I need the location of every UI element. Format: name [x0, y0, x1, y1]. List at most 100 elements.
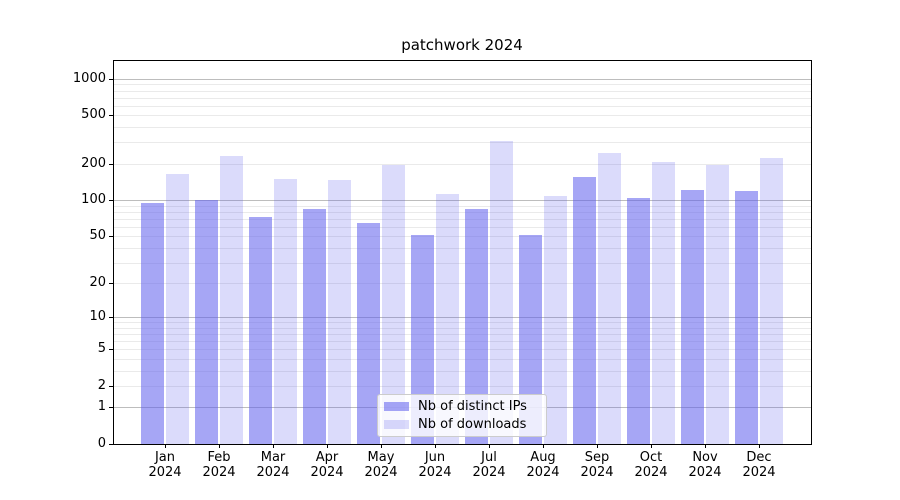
x-axis-tick: [273, 444, 274, 448]
x-tick-month: Mar: [260, 450, 286, 465]
x-axis-tick: [489, 444, 490, 448]
bar-downloads-apr: [328, 180, 351, 444]
x-tick-label: Apr 2024: [299, 450, 355, 480]
gridline-minor: [113, 386, 811, 387]
x-axis-tick: [381, 444, 382, 448]
y-tick-label: 200: [81, 156, 106, 171]
x-tick-year: 2024: [472, 465, 506, 480]
x-axis-tick: [597, 444, 598, 448]
gridline-minor: [113, 328, 811, 329]
legend: Nb of distinct IPs Nb of downloads: [377, 394, 547, 437]
x-tick-year: 2024: [364, 465, 398, 480]
gridline-major: [113, 200, 811, 201]
gridline-minor: [113, 248, 811, 249]
x-tick-month: May: [367, 450, 395, 465]
gridline-minor: [113, 349, 811, 350]
y-axis-tick: [109, 283, 113, 284]
y-tick-label: 5: [97, 341, 106, 356]
gridline-minor: [113, 106, 811, 107]
x-tick-month: Jun: [424, 450, 446, 465]
legend-label-distinct-ips: Nb of distinct IPs: [418, 398, 527, 414]
gridline-minor: [113, 371, 811, 372]
legend-row-downloads: Nb of downloads: [384, 417, 540, 432]
x-tick-month: Oct: [639, 450, 663, 465]
y-tick-label: 1000: [72, 71, 106, 86]
gridline-minor: [113, 142, 811, 143]
bar-downloads-feb: [220, 156, 243, 444]
x-tick-year: 2024: [526, 465, 560, 480]
y-tick-label: 2: [97, 378, 106, 393]
x-tick-month: Feb: [207, 450, 231, 465]
y-tick-label: 1: [97, 399, 106, 414]
x-tick-month: Sep: [584, 450, 610, 465]
bar-downloads-may: [382, 165, 405, 444]
x-tick-year: 2024: [418, 465, 452, 480]
x-axis-tick: [435, 444, 436, 448]
y-tick-label: 20: [89, 275, 106, 290]
y-axis-tick: [109, 349, 113, 350]
bar-downloads-jul: [490, 141, 513, 444]
x-tick-year: 2024: [688, 465, 722, 480]
legend-row-distinct-ips: Nb of distinct IPs: [384, 399, 540, 414]
gridline-minor: [113, 206, 811, 207]
gridline-minor: [113, 341, 811, 342]
x-tick-month: Dec: [746, 450, 772, 465]
gridline-minor: [113, 236, 811, 237]
legend-swatch-downloads: [384, 420, 409, 430]
x-tick-label: Feb 2024: [191, 450, 247, 480]
gridline-minor: [113, 334, 811, 335]
x-tick-label: Nov 2024: [677, 450, 733, 480]
x-tick-label: Sep 2024: [569, 450, 625, 480]
x-tick-year: 2024: [202, 465, 236, 480]
x-tick-year: 2024: [148, 465, 182, 480]
bar-distinct-ips-sep: [573, 177, 596, 444]
chart-title: patchwork 2024: [401, 36, 523, 54]
x-tick-year: 2024: [634, 465, 668, 480]
gridline-minor: [113, 227, 811, 228]
gridline-minor: [113, 359, 811, 360]
y-axis-tick: [109, 164, 113, 165]
x-tick-year: 2024: [256, 465, 290, 480]
x-tick-year: 2024: [742, 465, 776, 480]
bar-distinct-ips-aug: [519, 235, 542, 444]
x-axis-tick: [543, 444, 544, 448]
y-tick-label: 0: [97, 436, 106, 451]
bar-distinct-ips-mar: [249, 217, 272, 444]
bar-downloads-mar: [274, 179, 297, 444]
bar-distinct-ips-jan: [141, 203, 164, 444]
x-tick-month: Aug: [530, 450, 556, 465]
bar-distinct-ips-apr: [303, 209, 326, 444]
bar-downloads-aug: [544, 196, 567, 444]
bar-distinct-ips-jun: [411, 235, 434, 444]
x-tick-month: Apr: [315, 450, 339, 465]
bar-distinct-ips-oct: [627, 198, 650, 444]
x-tick-label: Aug 2024: [515, 450, 571, 480]
x-tick-label: Jan 2024: [137, 450, 193, 480]
legend-label-downloads: Nb of downloads: [418, 417, 527, 433]
gridline-minor: [113, 219, 811, 220]
x-axis-tick: [327, 444, 328, 448]
gridline-minor: [113, 322, 811, 323]
y-axis-tick: [109, 444, 113, 445]
gridline-minor: [113, 164, 811, 165]
y-axis-tick: [109, 79, 113, 80]
bar-downloads-oct: [652, 162, 675, 444]
y-axis-tick: [109, 386, 113, 387]
x-axis-tick: [759, 444, 760, 448]
x-tick-label: May 2024: [353, 450, 409, 480]
x-tick-label: Oct 2024: [623, 450, 679, 480]
x-tick-month: Jan: [154, 450, 176, 465]
gridline-minor: [113, 212, 811, 213]
y-tick-label: 500: [81, 107, 106, 122]
y-axis-tick: [109, 236, 113, 237]
bar-downloads-dec: [760, 158, 783, 444]
bar-distinct-ips-feb: [195, 200, 218, 444]
bar-distinct-ips-may: [357, 223, 380, 444]
gridline-minor: [113, 127, 811, 128]
x-tick-label: Dec 2024: [731, 450, 787, 480]
gridline-minor: [113, 263, 811, 264]
bar-distinct-ips-jul: [465, 209, 488, 444]
gridline-major: [113, 317, 811, 318]
gridline-minor: [113, 84, 811, 85]
